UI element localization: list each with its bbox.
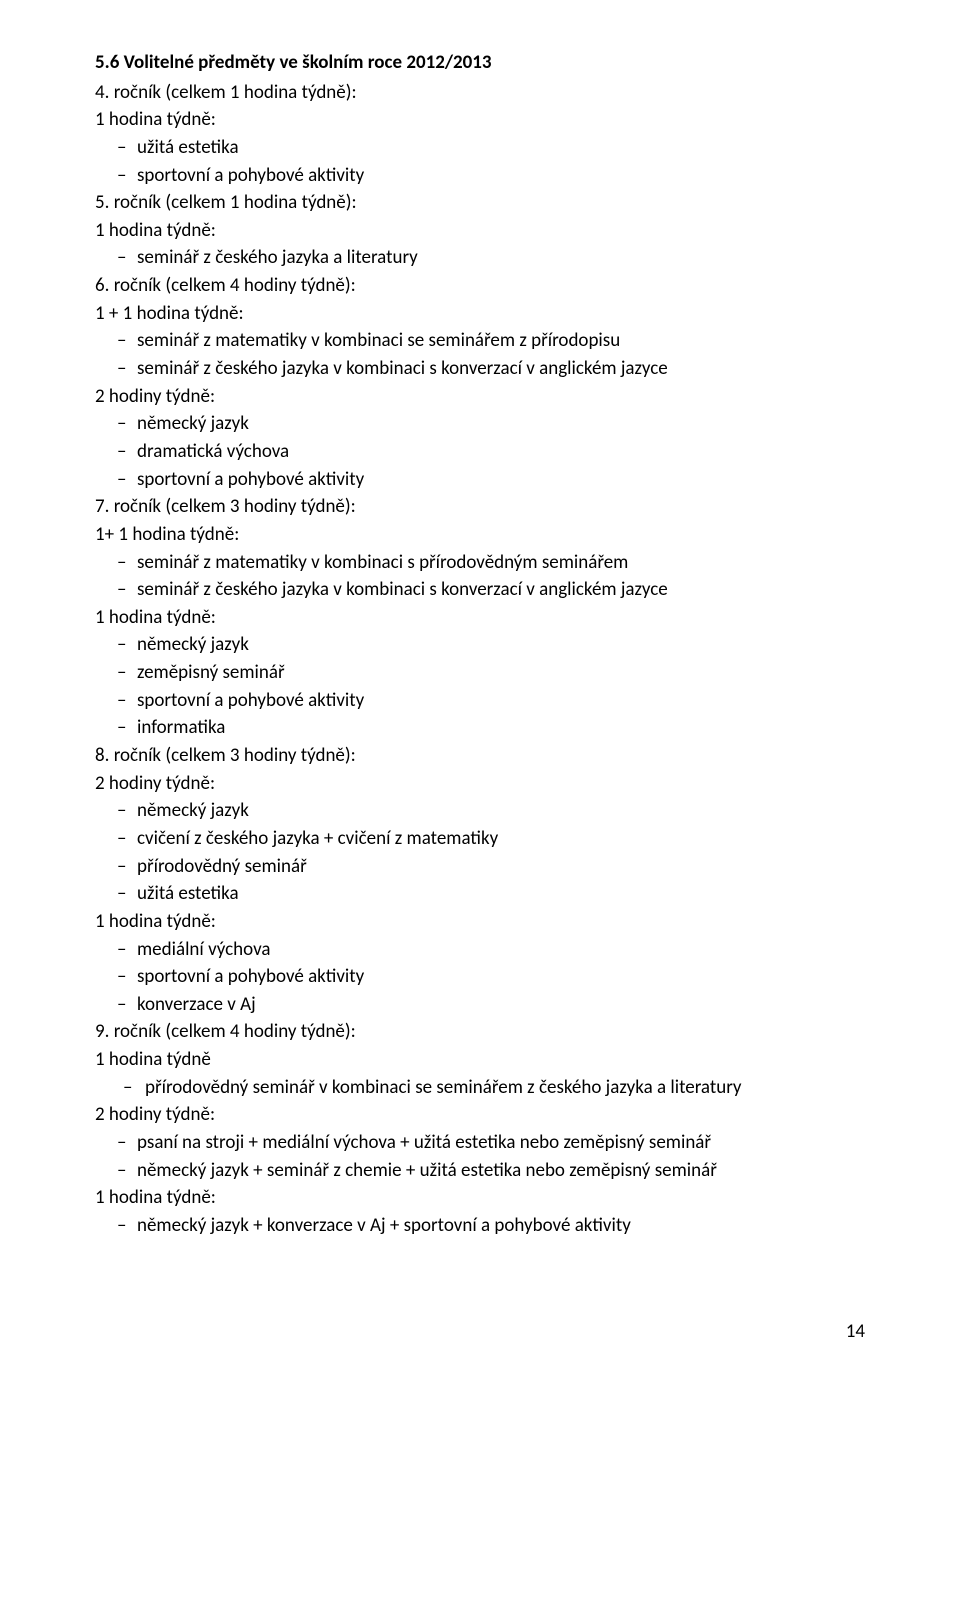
list-item: mediální výchova	[137, 937, 865, 963]
grade-9-list-1: přírodovědný seminář v kombinaci se semi…	[95, 1075, 865, 1101]
grade-8-list-2: mediální výchova sportovní a pohybové ak…	[95, 937, 865, 1018]
page-number: 14	[95, 1319, 865, 1345]
list-item: německý jazyk + konverzace v Aj + sporto…	[137, 1213, 865, 1239]
list-item: německý jazyk	[137, 798, 865, 824]
list-item: seminář z českého jazyka a literatury	[137, 245, 865, 271]
grade-5-title: 5. ročník (celkem 1 hodina týdně):	[95, 190, 865, 216]
list-item: dramatická výchova	[137, 439, 865, 465]
grade-9-list-2: psaní na stroji + mediální výchova + uži…	[95, 1130, 865, 1183]
list-item: seminář z matematiky v kombinaci s příro…	[137, 550, 865, 576]
grade-7-title: 7. ročník (celkem 3 hodiny týdně):	[95, 494, 865, 520]
list-item: přírodovědný seminář	[137, 854, 865, 880]
grade-7-subhead-1: 1+ 1 hodina týdně:	[95, 522, 865, 548]
grade-8-subhead-2: 1 hodina týdně:	[95, 909, 865, 935]
grade-8-subhead-1: 2 hodiny týdně:	[95, 771, 865, 797]
grade-5-subhead: 1 hodina týdně:	[95, 218, 865, 244]
list-item: sportovní a pohybové aktivity	[137, 688, 865, 714]
grade-5-list: seminář z českého jazyka a literatury	[95, 245, 865, 271]
grade-6-list-1: seminář z matematiky v kombinaci se semi…	[95, 328, 865, 381]
grade-9-subhead-2: 2 hodiny týdně:	[95, 1102, 865, 1128]
grade-8-list-1: německý jazyk cvičení z českého jazyka +…	[95, 798, 865, 907]
grade-7-list-1: seminář z matematiky v kombinaci s příro…	[95, 550, 865, 603]
section-heading: 5.6 Volitelné předměty ve školním roce 2…	[95, 50, 865, 76]
list-item: sportovní a pohybové aktivity	[137, 964, 865, 990]
list-item: zeměpisný seminář	[137, 660, 865, 686]
list-item: sportovní a pohybové aktivity	[137, 467, 865, 493]
list-item: psaní na stroji + mediální výchova + uži…	[137, 1130, 865, 1156]
grade-6-title: 6. ročník (celkem 4 hodiny týdně):	[95, 273, 865, 299]
grade-6-subhead-1: 1 + 1 hodina týdně:	[95, 301, 865, 327]
list-item: užitá estetika	[137, 135, 865, 161]
grade-6-subhead-2: 2 hodiny týdně:	[95, 384, 865, 410]
grade-9-subhead-3: 1 hodina týdně:	[95, 1185, 865, 1211]
grade-9-title: 9. ročník (celkem 4 hodiny týdně):	[95, 1019, 865, 1045]
list-item: cvičení z českého jazyka + cvičení z mat…	[137, 826, 865, 852]
grade-8-title: 8. ročník (celkem 3 hodiny týdně):	[95, 743, 865, 769]
grade-9-subhead-1: 1 hodina týdně	[95, 1047, 865, 1073]
grade-7-subhead-2: 1 hodina týdně:	[95, 605, 865, 631]
list-item: německý jazyk + seminář z chemie + užitá…	[137, 1158, 865, 1184]
list-item: německý jazyk	[137, 632, 865, 658]
grade-7-list-2: německý jazyk zeměpisný seminář sportovn…	[95, 632, 865, 741]
grade-4-title: 4. ročník (celkem 1 hodina týdně):	[95, 80, 865, 106]
list-item: užitá estetika	[137, 881, 865, 907]
list-item: přírodovědný seminář v kombinaci se semi…	[145, 1075, 865, 1101]
list-item: seminář z českého jazyka v kombinaci s k…	[137, 577, 865, 603]
list-item: informatika	[137, 715, 865, 741]
grade-4-subhead: 1 hodina týdně:	[95, 107, 865, 133]
list-item: konverzace v Aj	[137, 992, 865, 1018]
list-item: sportovní a pohybové aktivity	[137, 163, 865, 189]
list-item: seminář z matematiky v kombinaci se semi…	[137, 328, 865, 354]
grade-9-list-3: německý jazyk + konverzace v Aj + sporto…	[95, 1213, 865, 1239]
list-item: seminář z českého jazyka v kombinaci s k…	[137, 356, 865, 382]
grade-6-list-2: německý jazyk dramatická výchova sportov…	[95, 411, 865, 492]
grade-4-list: užitá estetika sportovní a pohybové akti…	[95, 135, 865, 188]
list-item: německý jazyk	[137, 411, 865, 437]
